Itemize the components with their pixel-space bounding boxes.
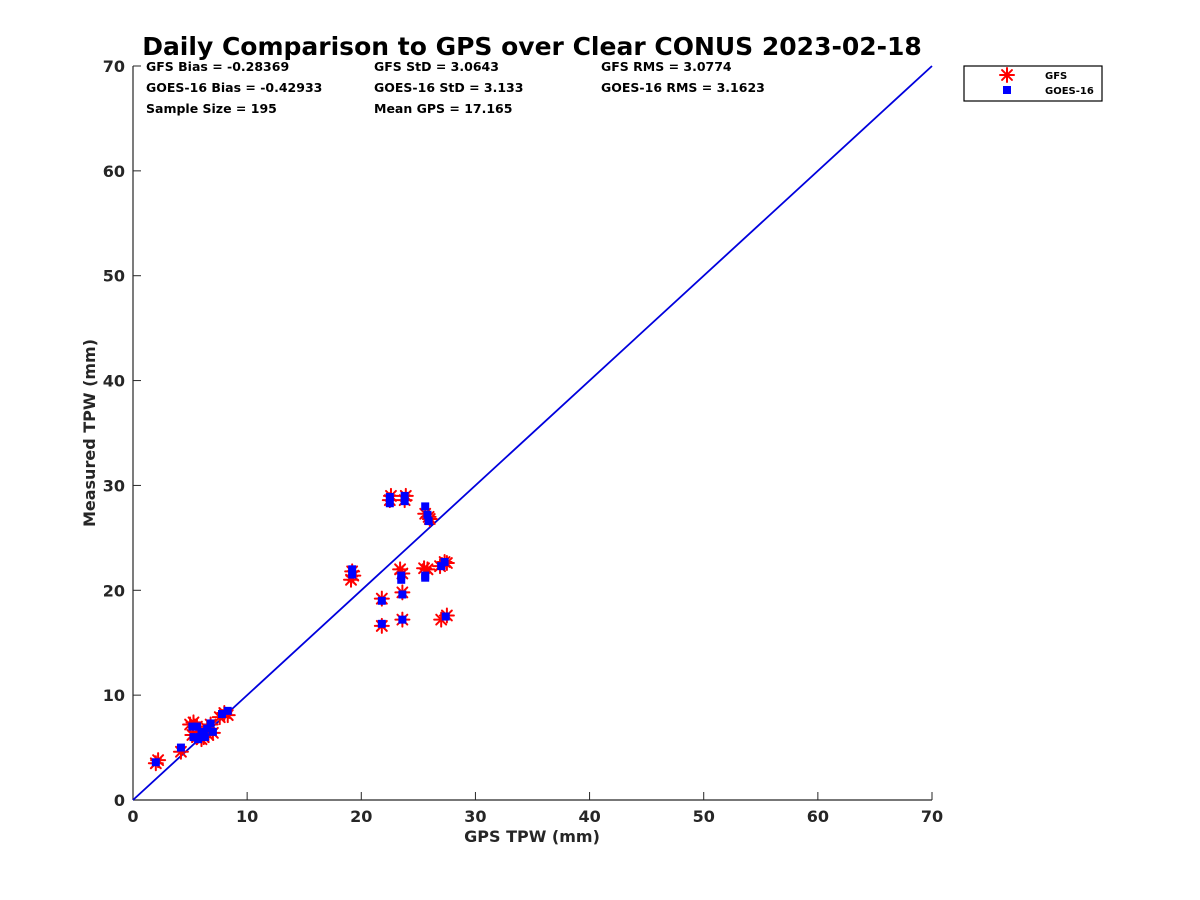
x-tick-label: 70 xyxy=(921,807,943,826)
y-tick-label: 70 xyxy=(103,57,125,76)
chart-title: Daily Comparison to GPS over Clear CONUS… xyxy=(142,32,922,61)
stat-gfs-std: GFS StD = 3.0643 xyxy=(374,59,499,74)
stat-goes16-std: GOES-16 StD = 3.133 xyxy=(374,80,523,95)
goes16-point xyxy=(437,562,446,571)
goes16-point xyxy=(348,565,357,574)
legend: GFS GOES-16 xyxy=(963,65,1103,102)
goes16-point xyxy=(188,722,197,731)
legend-gfs-asterisk xyxy=(999,67,1015,83)
goes16-point xyxy=(189,733,198,742)
goes16-point xyxy=(441,612,450,621)
goes16-point xyxy=(348,570,357,579)
x-tick-label: 60 xyxy=(807,807,829,826)
y-tick-label: 20 xyxy=(103,581,125,600)
stat-mean-gps: Mean GPS = 17.165 xyxy=(374,101,512,116)
stat-goes16-rms: GOES-16 RMS = 3.1623 xyxy=(601,80,765,95)
x-tick-label: 40 xyxy=(578,807,600,826)
goes16-point xyxy=(192,722,201,731)
stats-block: GFS Bias = -0.28369 GFS StD = 3.0643 GFS… xyxy=(146,59,765,116)
goes16-point xyxy=(151,758,160,767)
reference-line xyxy=(132,65,933,801)
stat-goes16-bias: GOES-16 Bias = -0.42933 xyxy=(146,80,322,95)
y-tick-label: 40 xyxy=(103,372,125,391)
plot-area: 0 10 20 30 40 50 60 70 0 10 20 30 40 50 60 70 xyxy=(103,57,943,826)
goes16-point xyxy=(398,615,407,624)
y-tick-label: 0 xyxy=(114,791,125,810)
goes16-point xyxy=(223,706,232,715)
goes16-point xyxy=(208,727,217,736)
x-tick-label: 30 xyxy=(464,807,486,826)
x-tick-label: 20 xyxy=(350,807,372,826)
goes16-point xyxy=(400,491,409,500)
goes16-point xyxy=(424,517,433,526)
legend-goes16-marker xyxy=(1003,86,1011,94)
legend-goes16-label: GOES-16 xyxy=(1045,86,1094,97)
goes16-point xyxy=(398,590,407,599)
goes16-point xyxy=(200,733,209,742)
stat-sample-size: Sample Size = 195 xyxy=(146,101,277,116)
y-tick-label: 30 xyxy=(103,476,125,495)
legend-box xyxy=(963,65,1103,102)
goes16-point xyxy=(385,499,394,508)
x-tick-label: 10 xyxy=(236,807,258,826)
goes16-point xyxy=(385,492,394,501)
goes16-point xyxy=(421,573,430,582)
legend-gfs-marker xyxy=(999,67,1015,83)
stat-gfs-rms: GFS RMS = 3.0774 xyxy=(601,59,732,74)
y-tick-label: 60 xyxy=(103,162,125,181)
y-tick-label: 10 xyxy=(103,686,125,705)
x-tick-label: 0 xyxy=(127,807,138,826)
goes16-point xyxy=(397,575,406,584)
stat-gfs-bias: GFS Bias = -0.28369 xyxy=(146,59,289,74)
goes16-point xyxy=(440,557,449,566)
y-axis-label: Measured TPW (mm) xyxy=(80,339,99,527)
goes16-point xyxy=(199,727,208,736)
goes16-point xyxy=(377,596,386,605)
goes16-point xyxy=(206,719,215,728)
goes16-point xyxy=(400,497,409,506)
goes16-point xyxy=(421,502,430,511)
goes16-point xyxy=(176,743,185,752)
legend-gfs-label: GFS xyxy=(1045,71,1067,82)
goes16-point xyxy=(423,510,432,519)
x-tick-label: 50 xyxy=(693,807,715,826)
goes16-point xyxy=(397,571,406,580)
goes16-point xyxy=(377,619,386,628)
y-tick-label: 50 xyxy=(103,267,125,286)
goes16-point xyxy=(218,710,227,719)
goes16-point xyxy=(194,735,203,744)
x-axis-label: GPS TPW (mm) xyxy=(464,827,600,846)
